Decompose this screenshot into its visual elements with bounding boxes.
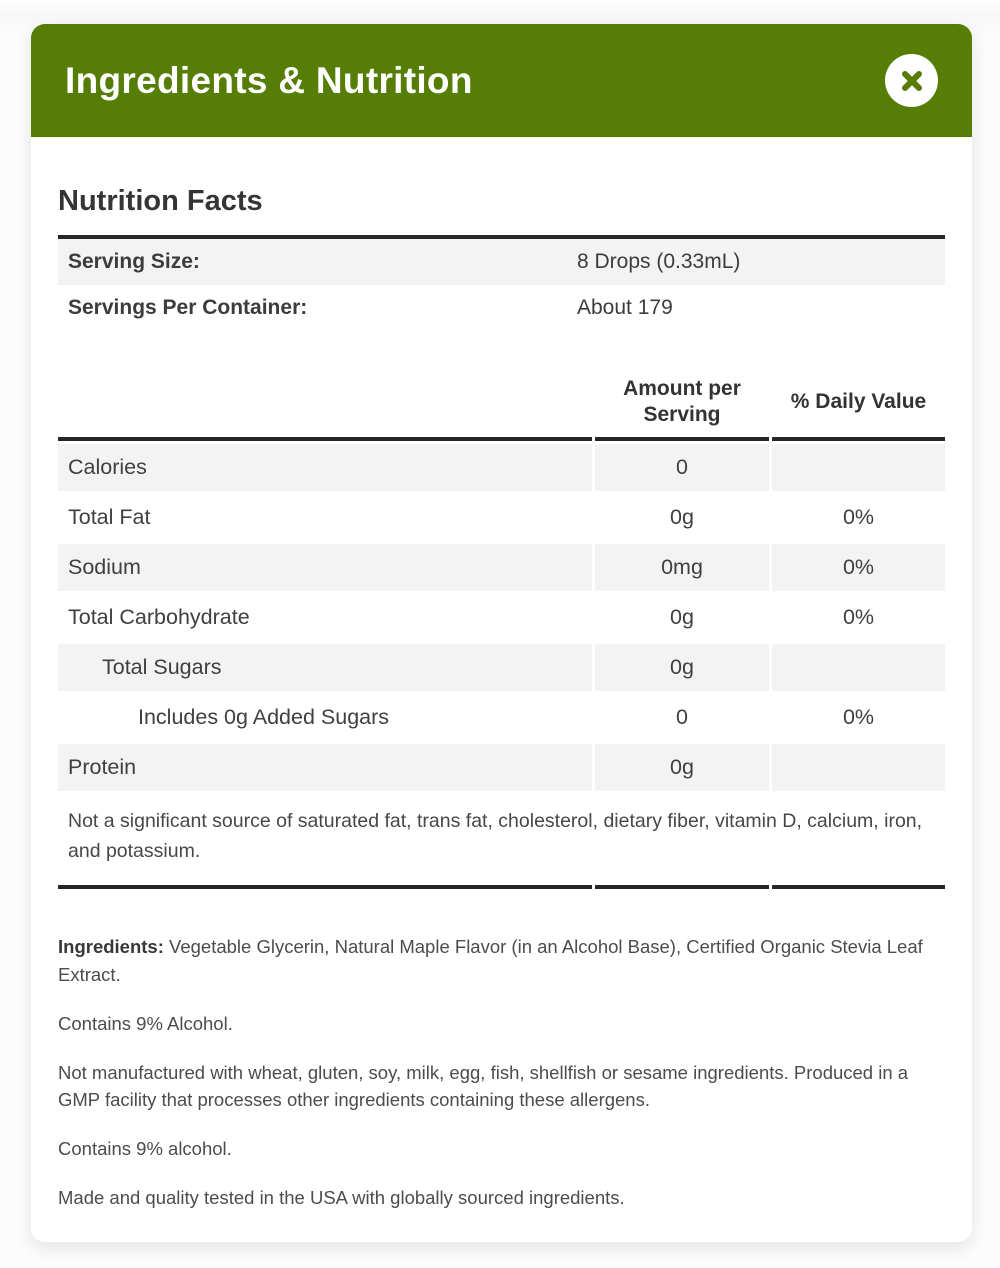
top-thick-rule [58,235,945,239]
origin-note: Made and quality tested in the USA with … [58,1186,625,1208]
row-label: Sodium [58,544,592,591]
row-amount: 0g [595,744,769,791]
nutrition-footnote: Not a significant source of saturated fa… [68,810,923,863]
nutrition-table: Amount per Serving % Daily Value Calorie… [58,359,945,890]
table-row-total-fat: Total Fat 0g 0% [58,494,945,541]
row-amount: 0g [670,505,694,529]
amount-per-serving-header: Amount per Serving [595,359,769,441]
table-row-added-sugars: Includes 0g Added Sugars 0 0% [58,694,945,741]
row-label: Total Fat [68,505,151,529]
bottom-thick-rule [58,885,945,890]
row-amount: 0g [595,644,769,691]
row-daily-value [772,644,945,691]
nutrition-facts-heading: Nutrition Facts [58,185,263,217]
close-icon [900,69,924,93]
table-row-sodium: Sodium 0mg 0% [58,544,945,591]
table-header-row: Amount per Serving % Daily Value [58,359,945,441]
row-label: Protein [58,744,592,791]
servings-per-container-label: Servings Per Container: [68,296,308,319]
alcohol-note-2: Contains 9% alcohol. [58,1138,232,1160]
servings-per-container-value: About 179 [577,296,673,319]
table-row-total-sugars: Total Sugars 0g [58,644,945,691]
ingredients-text: Vegetable Glycerin, Natural Maple Flavor… [58,936,923,986]
row-label: Includes 0g Added Sugars [138,705,390,729]
table-row-protein: Protein 0g [58,744,945,791]
row-label: Total Carbohydrate [68,605,250,629]
close-button[interactable] [885,54,938,107]
row-daily-value [772,744,945,791]
table-row-calories: Calories 0 [58,444,945,491]
modal-body: Nutrition Facts Serving Size: 8 Drops (0… [31,137,972,1242]
row-daily-value: 0% [772,544,945,591]
serving-info-table: Serving Size: 8 Drops (0.33mL) Servings … [58,239,945,331]
serving-size-row: Serving Size: 8 Drops (0.33mL) [58,239,945,285]
row-daily-value [772,444,945,491]
ingredients-paragraph: Ingredients: Vegetable Glycerin, Natural… [58,933,945,989]
ingredients-label: Ingredients: [58,936,164,958]
row-amount: 0mg [595,544,769,591]
servings-per-container-row: Servings Per Container: About 179 [58,285,945,331]
allergen-note: Not manufactured with wheat, gluten, soy… [58,1061,909,1111]
row-daily-value: 0% [842,505,875,529]
row-amount: 0 [595,444,769,491]
row-amount: 0 [676,705,688,729]
row-daily-value: 0% [842,605,875,629]
serving-size-label: Serving Size: [68,250,200,273]
row-label: Total Sugars [58,644,592,691]
modal-header: Ingredients & Nutrition [31,24,972,137]
row-amount: 0g [670,605,694,629]
details-section: Ingredients: Vegetable Glycerin, Natural… [58,933,945,1211]
ingredients-nutrition-modal: Ingredients & Nutrition Nutrition Facts … [31,24,972,1242]
row-daily-value: 0% [842,705,875,729]
row-label: Calories [58,444,592,491]
modal-title: Ingredients & Nutrition [65,59,473,101]
daily-value-header: % Daily Value [772,359,945,441]
serving-size-value: 8 Drops (0.33mL) [577,250,741,273]
table-row-total-carbohydrate: Total Carbohydrate 0g 0% [58,594,945,641]
header-spacer-cell [58,359,592,441]
alcohol-note-1: Contains 9% Alcohol. [58,1012,233,1034]
